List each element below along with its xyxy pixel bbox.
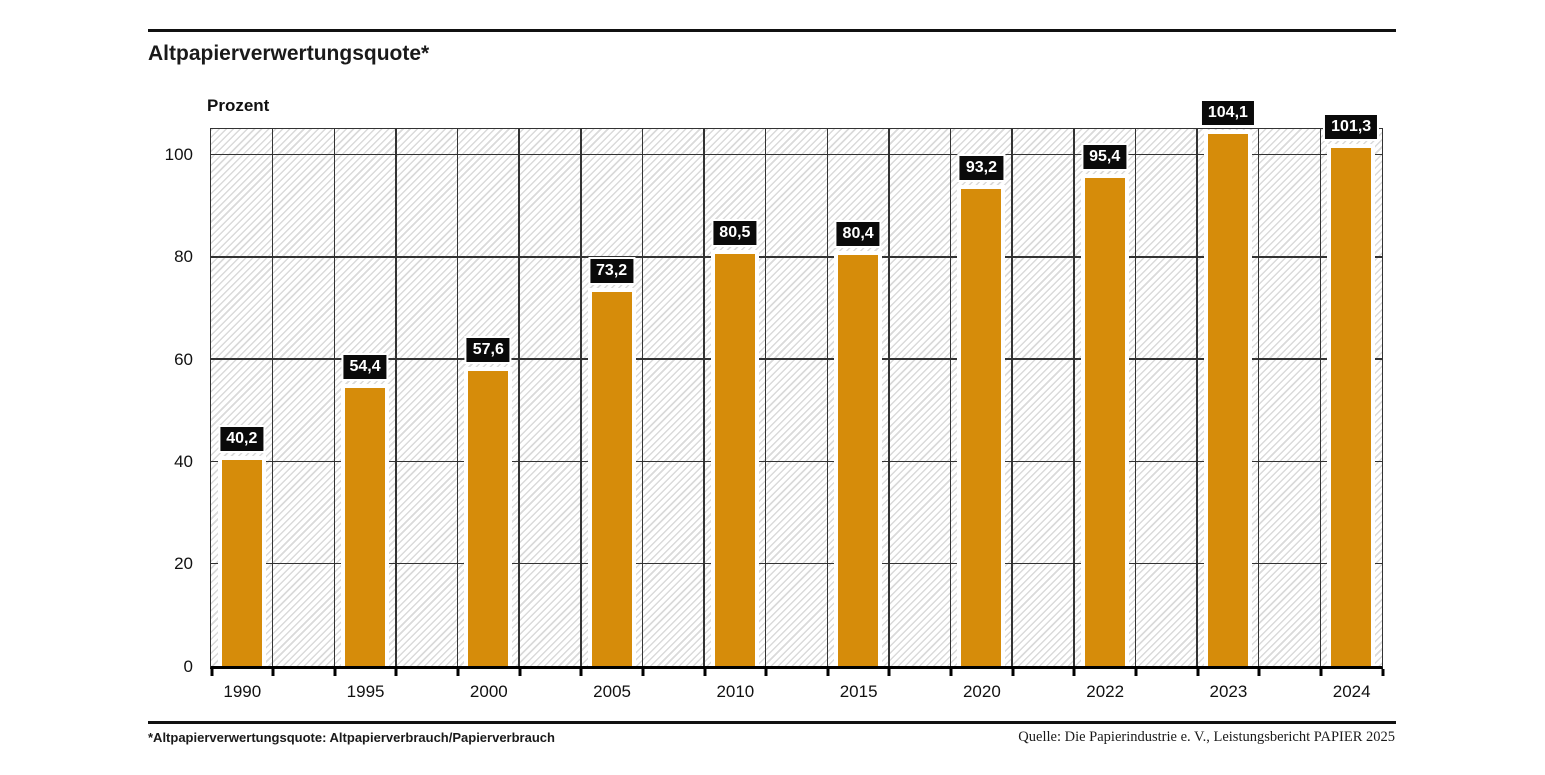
bar xyxy=(957,185,1006,666)
y-gridline xyxy=(211,460,1382,463)
x-gridline xyxy=(826,129,829,666)
bar xyxy=(587,287,636,666)
x-gridline xyxy=(641,129,644,666)
x-tick xyxy=(1319,668,1323,676)
x-tick xyxy=(1196,668,1200,676)
x-gridline xyxy=(1011,129,1013,666)
value-badge: 93,2 xyxy=(959,156,1003,181)
y-gridline xyxy=(211,153,1382,156)
x-tick xyxy=(1134,668,1138,676)
x-gridline xyxy=(764,129,767,666)
x-tick-label: 2023 xyxy=(1209,681,1248,701)
page-title: Altpapierverwertungsquote* xyxy=(148,42,430,65)
x-gridline xyxy=(1196,129,1198,666)
x-tick-label: 2010 xyxy=(716,681,755,701)
bar xyxy=(217,456,266,666)
y-gridline xyxy=(211,562,1382,565)
bar xyxy=(1327,143,1376,666)
x-tick xyxy=(271,668,275,676)
x-tick-label: 2020 xyxy=(962,681,1001,701)
x-tick xyxy=(333,668,337,676)
x-tick-label: 2015 xyxy=(839,681,878,701)
footnote: *Altpapierverwertungsquote: Altpapierver… xyxy=(148,730,555,745)
bar xyxy=(464,367,513,666)
bar xyxy=(1203,129,1252,666)
x-gridline xyxy=(703,129,705,666)
y-gridline xyxy=(211,358,1382,360)
x-gridline xyxy=(395,129,397,666)
x-tick xyxy=(394,668,398,676)
value-badge: 57,6 xyxy=(466,338,510,363)
x-gridline xyxy=(456,129,459,666)
bar xyxy=(1080,174,1129,666)
x-gridline xyxy=(518,129,520,666)
x-tick-label: 2000 xyxy=(469,681,508,701)
x-tick-label: 2022 xyxy=(1086,681,1125,701)
x-tick xyxy=(1257,668,1261,676)
y-tick-label: 60 xyxy=(174,349,193,369)
y-tick-label: 20 xyxy=(174,554,193,574)
value-badge: 54,4 xyxy=(343,354,387,379)
value-badge: 80,4 xyxy=(836,221,880,246)
x-gridline xyxy=(271,129,274,666)
value-badge: 40,2 xyxy=(220,427,264,452)
x-tick xyxy=(887,668,891,676)
value-badge: 104,1 xyxy=(1201,100,1254,125)
x-tick xyxy=(518,668,522,676)
x-tick xyxy=(1381,668,1384,676)
x-tick xyxy=(703,668,707,676)
y-tick-label: 80 xyxy=(174,247,193,267)
source-credit: Quelle: Die Papierindustrie e. V., Leist… xyxy=(1018,729,1395,745)
y-tick-label: 40 xyxy=(174,451,193,471)
x-tick xyxy=(1072,668,1076,676)
x-gridline xyxy=(333,129,335,666)
y-tick-label: 0 xyxy=(183,656,193,676)
y-gridline xyxy=(211,256,1382,258)
value-badge: 73,2 xyxy=(590,258,634,283)
x-gridline xyxy=(580,129,582,666)
plot-area: 40,2 54,4 57,6 73,2 80,5 80,4 93,2 95,4 104,1 101… xyxy=(210,100,1383,669)
x-gridline xyxy=(1073,129,1075,666)
y-axis: 0 20 40 60 80 100 xyxy=(0,130,193,675)
y-axis-title: Prozent xyxy=(207,96,270,115)
x-tick-label: 1995 xyxy=(346,681,385,701)
x-tick xyxy=(1011,668,1015,676)
y-tick-label: 100 xyxy=(164,145,193,165)
value-badge: 101,3 xyxy=(1325,114,1378,139)
bottom-rule xyxy=(148,721,1396,724)
x-axis: 1990 1995 2000 2005 2010 2015 2020 2022 2023 2024 xyxy=(210,668,1384,714)
value-badge: 95,4 xyxy=(1083,145,1127,170)
bar xyxy=(834,250,883,666)
x-tick xyxy=(949,668,953,676)
x-gridline xyxy=(949,129,952,666)
x-gridline xyxy=(1257,129,1260,666)
x-tick xyxy=(210,668,213,676)
x-tick xyxy=(826,668,830,676)
x-tick xyxy=(456,668,460,676)
x-tick xyxy=(641,668,645,676)
top-rule xyxy=(148,29,1396,32)
x-tick xyxy=(764,668,768,676)
x-gridline xyxy=(888,129,890,666)
x-tick-label: 2005 xyxy=(593,681,632,701)
bar xyxy=(710,250,759,666)
x-tick xyxy=(579,668,583,676)
bar xyxy=(341,383,390,666)
x-gridline xyxy=(1134,129,1137,666)
value-badge: 80,5 xyxy=(713,221,757,246)
x-tick-label: 2024 xyxy=(1332,681,1371,701)
x-gridline xyxy=(1319,129,1322,666)
x-tick-label: 1990 xyxy=(223,681,262,701)
